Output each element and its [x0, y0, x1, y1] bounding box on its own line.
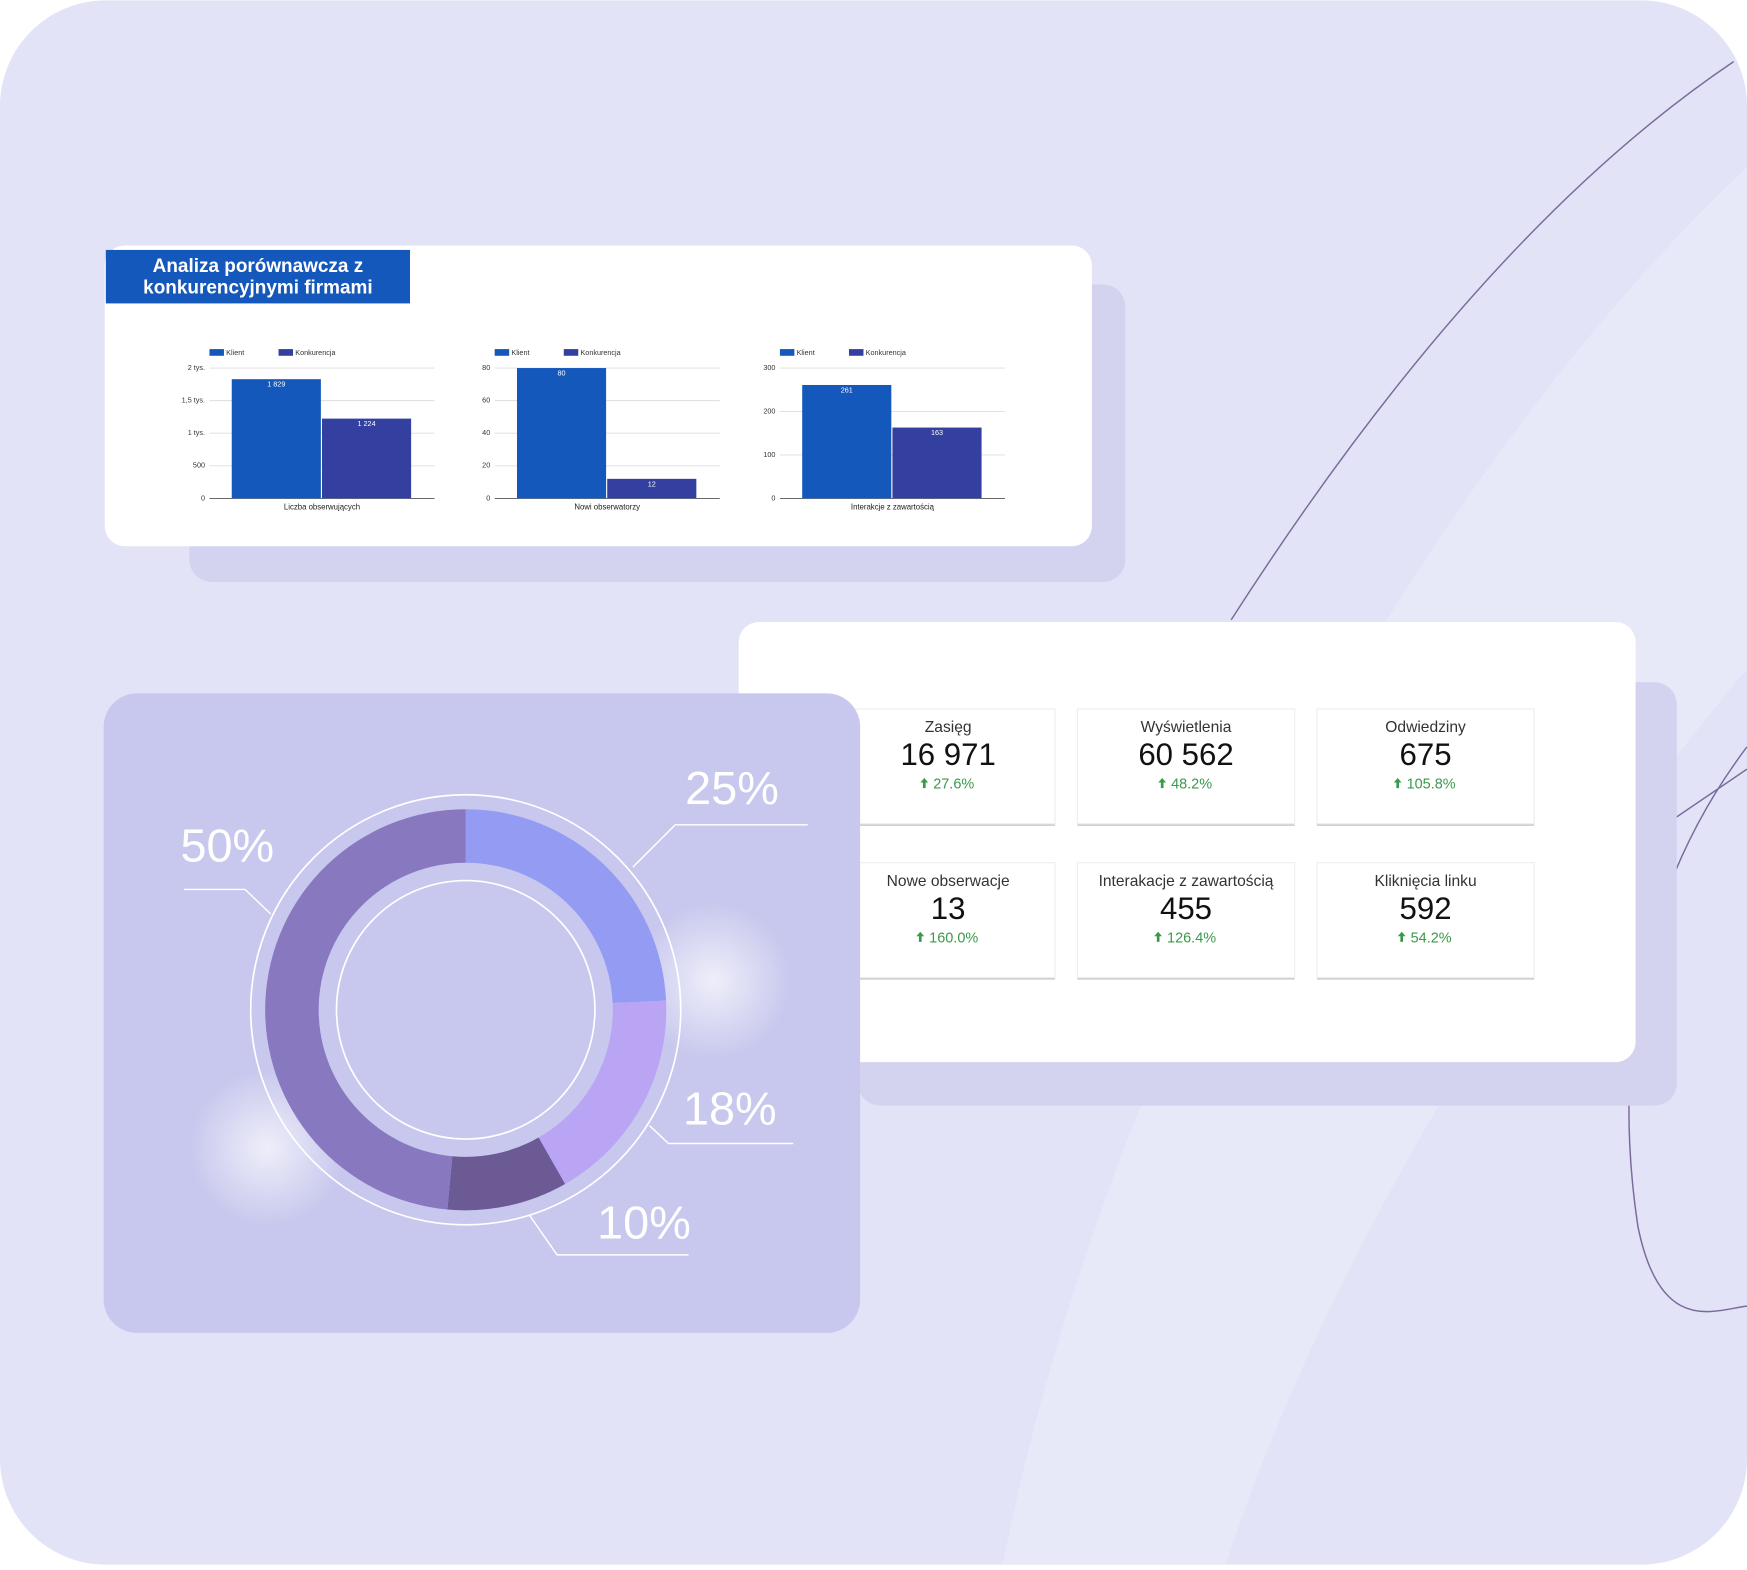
kpi-label: Wyświetlenia [1141, 719, 1232, 736]
y-tick-label: 2 tys. [188, 363, 205, 372]
bar [607, 478, 697, 499]
kpi-box [1076, 708, 1296, 825]
kpi-box [1076, 862, 1296, 979]
leader-line [649, 1125, 794, 1145]
title-box [105, 249, 411, 304]
data-label: 1 224 [358, 419, 376, 428]
y-tick-label: 80 [482, 363, 490, 372]
up-arrow [920, 778, 929, 789]
data-label: 261 [841, 385, 853, 394]
kpi-value: 60 562 [1138, 737, 1233, 772]
kpi-card [738, 622, 1636, 1063]
up-arrow [1158, 778, 1167, 789]
data-label: 1 829 [267, 380, 285, 389]
y-tick-label: 60 [482, 396, 490, 405]
legend-label: Konkurencja [580, 348, 621, 357]
legend-label: Konkurencja [866, 348, 907, 357]
decor-curve [1628, 746, 1747, 1313]
donut-segment [538, 1000, 667, 1184]
bar [892, 427, 982, 499]
bar-charts: 0 500 1 tys. 1,5 tys. 2 tys. Klient 1 829 Konku… [182, 348, 1005, 511]
bar [516, 368, 607, 499]
bar [321, 418, 412, 499]
kpi-value: 455 [1160, 891, 1212, 926]
kpi-change: 54.2% [1411, 930, 1452, 946]
donut-label: 25% [685, 762, 779, 814]
legend-swatch [779, 349, 795, 356]
y-tick-label: 500 [193, 461, 205, 470]
donut-chart: 25% 18% 10% 50% [180, 762, 808, 1256]
y-tick-label: 200 [763, 406, 775, 415]
kpi-label: Zasięg [925, 719, 972, 736]
leader-line [183, 888, 272, 915]
legend-label: Konkurencja [295, 348, 336, 357]
up-arrow [1154, 931, 1163, 942]
kpi-change: 160.0% [929, 930, 978, 946]
data-label: 12 [648, 479, 656, 488]
y-tick-label: 0 [486, 493, 490, 502]
donut-label: 18% [683, 1083, 777, 1135]
kpi-box [1316, 708, 1535, 825]
data-label: 80 [558, 369, 566, 378]
up-arrow [1397, 931, 1406, 942]
x-tick-label: Liczba obserwujących [284, 502, 360, 511]
x-tick-label: Interakcje z zawartością [851, 502, 935, 511]
leader-line [528, 1214, 689, 1256]
up-arrow [1393, 778, 1402, 789]
y-tick-label: 1,5 tys. [182, 396, 205, 405]
kpi-change: 27.6% [933, 777, 974, 793]
glow [635, 902, 792, 1059]
donut-label: 50% [180, 820, 274, 872]
y-tick-label: 40 [482, 428, 490, 437]
legend-swatch [563, 349, 579, 356]
kpi-box [840, 862, 1056, 979]
y-tick-label: 0 [201, 493, 205, 502]
ring [335, 879, 596, 1140]
data-label: 163 [931, 428, 943, 437]
kpi-value: 16 971 [900, 737, 995, 772]
ring [249, 793, 682, 1226]
legend-label: Klient [226, 348, 244, 357]
legend-swatch [278, 349, 294, 356]
donut-segment [447, 1137, 566, 1211]
y-tick-label: 0 [771, 493, 775, 502]
kpi-label: Odwiedziny [1385, 719, 1466, 736]
y-tick-label: 1 tys. [188, 428, 205, 437]
decor-curve [1230, 61, 1735, 621]
legend-swatch [848, 349, 864, 356]
donut-segment [465, 809, 667, 1004]
kpi-label: Kliknięcia linku [1374, 873, 1476, 890]
title-wrap: Analiza porównawcza z konkurencyjnymi fi… [143, 255, 373, 298]
x-tick-label: Nowi obserwatorzy [574, 502, 640, 511]
y-tick-label: 300 [763, 363, 775, 372]
donut-label: 10% [597, 1196, 691, 1248]
kpi-change: 105.8% [1407, 777, 1456, 793]
card-title: Analiza porównawcza z konkurencyjnymi fi… [143, 255, 373, 298]
kpi-box [1316, 862, 1535, 979]
kpi-label: Interakacje z zawartością [1099, 873, 1274, 890]
legend-label: Klient [511, 348, 529, 357]
legend-swatch [209, 349, 224, 356]
leader-line [632, 824, 808, 868]
legend-swatch [494, 349, 510, 356]
bar [802, 384, 892, 499]
y-tick-label: 20 [482, 461, 490, 470]
kpi-value: 13 [931, 891, 966, 926]
bar [231, 379, 321, 499]
kpi-change: 48.2% [1171, 777, 1212, 793]
kpi-label: Nowe obserwacje [887, 873, 1010, 890]
y-tick-label: 100 [763, 450, 775, 459]
kpi-change: 126.4% [1167, 930, 1216, 946]
kpi-value: 675 [1400, 737, 1452, 772]
donut-segment [265, 809, 466, 1210]
legend-label: Klient [797, 348, 815, 357]
up-arrow [916, 931, 925, 942]
kpi-box [840, 708, 1056, 825]
kpi-value: 592 [1400, 891, 1452, 926]
